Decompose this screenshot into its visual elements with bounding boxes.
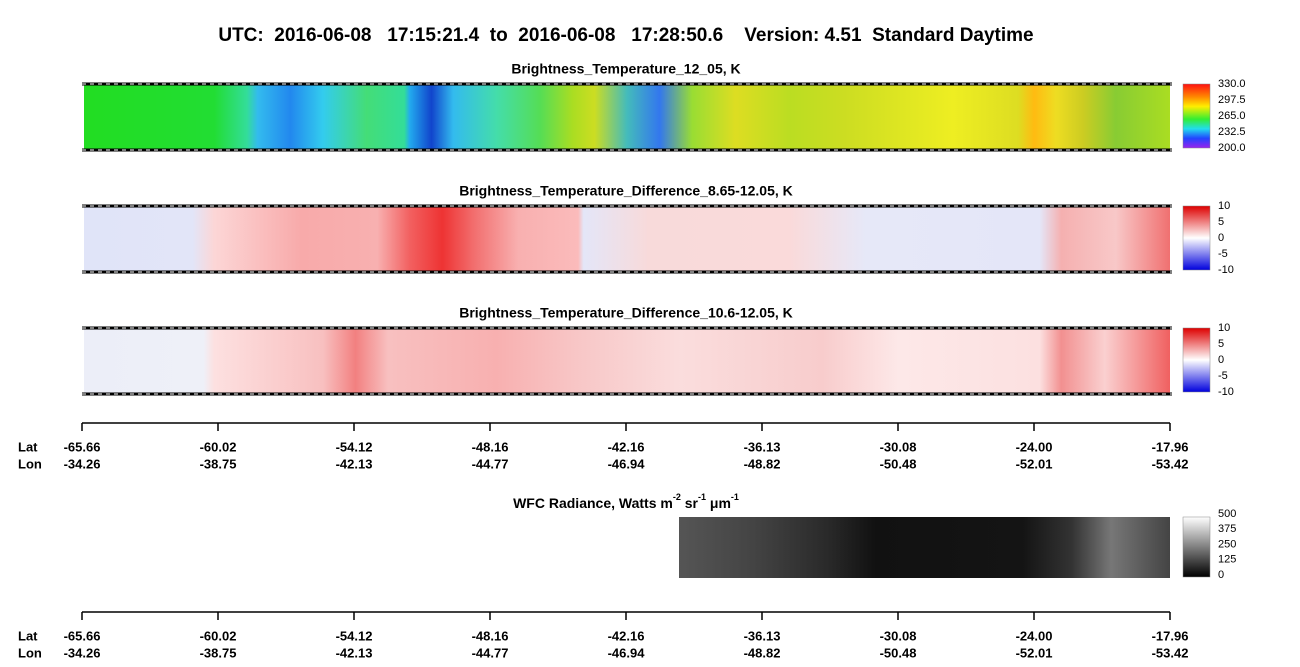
lon-tick-label: -50.48 [880,645,917,660]
axis-label: Lat [18,628,38,643]
panel-title: Brightness_Temperature_12_05, K [511,61,740,77]
lat-tick-label: -24.00 [1016,628,1053,643]
lon-tick-label: -34.26 [64,645,101,660]
strip-image [84,328,1170,394]
colorbar-label: 0 [1218,354,1224,366]
lat-tick-label: -65.66 [64,439,101,454]
page-title: UTC: 2016-06-08 17:15:21.4 to 2016-06-08… [218,25,1033,46]
colorbar [1182,327,1211,393]
colorbar-label: 10 [1218,322,1230,334]
lon-tick-label: -42.13 [336,456,373,471]
strip-image [84,84,1170,150]
colorbar-label: 265.0 [1218,110,1246,122]
lon-tick-label: -42.13 [336,645,373,660]
colorbar-label: 330.0 [1218,78,1246,90]
colorbar [1182,83,1211,149]
colorbar-label: 500 [1218,508,1236,520]
lat-tick-label: -30.08 [880,439,917,454]
wfc-image [679,517,1170,578]
colorbar-label: -5 [1218,370,1228,382]
panel-title: Brightness_Temperature_Difference_8.65-1… [459,183,793,199]
strip-image [84,206,1170,272]
axis-label: Lon [18,645,42,660]
lat-tick-label: -17.96 [1152,439,1189,454]
lat-tick-label: -36.13 [744,439,781,454]
lon-tick-label: -48.82 [744,645,781,660]
wfc-title-text: μm [706,495,731,511]
wfc-title-exp: -1 [731,492,739,502]
lon-tick-label: -52.01 [1016,645,1053,660]
lat-tick-label: -30.08 [880,628,917,643]
lon-tick-label: -52.01 [1016,456,1053,471]
lat-tick-label: -48.16 [472,628,509,643]
lon-tick-label: -46.94 [608,645,646,660]
lat-tick-label: -65.66 [64,628,101,643]
lat-tick-label: -54.12 [336,439,373,454]
lon-tick-label: -50.48 [880,456,917,471]
lon-tick-label: -48.82 [744,456,781,471]
colorbar-label: 125 [1218,554,1236,566]
wfc-title-text: sr [681,495,699,511]
lat-tick-label: -17.96 [1152,628,1189,643]
colorbar [1182,516,1211,578]
colorbar-label: -10 [1218,264,1234,276]
colorbar-label: 10 [1218,200,1230,212]
axis-label: Lon [18,456,42,471]
colorbar-label: 5 [1218,338,1224,350]
colorbar-label: 375 [1218,523,1236,535]
lat-tick-label: -60.02 [200,439,237,454]
lat-tick-label: -24.00 [1016,439,1053,454]
lat-tick-label: -36.13 [744,628,781,643]
colorbar-label: 200.0 [1218,142,1246,154]
lat-tick-label: -60.02 [200,628,237,643]
wfc-title-text: WFC Radiance, Watts m [513,495,673,511]
lon-tick-label: -34.26 [64,456,101,471]
lat-tick-label: -42.16 [608,628,645,643]
colorbar-label: 0 [1218,232,1224,244]
lat-tick-label: -42.16 [608,439,645,454]
colorbar [1182,205,1211,271]
wfc-title: WFC Radiance, Watts m-2 sr-1 μm-1 [513,492,739,510]
colorbar-label: -5 [1218,248,1228,260]
colorbar-label: 250 [1218,538,1236,550]
lat-tick-label: -48.16 [472,439,509,454]
wfc-title-exp: -2 [673,492,681,502]
colorbar-label: -10 [1218,386,1234,398]
axis-label: Lat [18,439,38,454]
lon-tick-label: -53.42 [1152,645,1189,660]
lat-tick-label: -54.12 [336,628,373,643]
lon-tick-label: -46.94 [608,456,646,471]
colorbar-label: 297.5 [1218,94,1246,106]
lon-tick-label: -44.77 [472,456,509,471]
panel-title: Brightness_Temperature_Difference_10.6-1… [459,305,793,321]
lon-tick-label: -38.75 [200,645,237,660]
colorbar-label: 5 [1218,216,1224,228]
wfc-title-exp: -1 [698,492,706,502]
lon-tick-label: -44.77 [472,645,509,660]
lon-tick-label: -53.42 [1152,456,1189,471]
colorbar-label: 232.5 [1218,126,1246,138]
colorbar-label: 0 [1218,569,1224,581]
lon-tick-label: -38.75 [200,456,237,471]
